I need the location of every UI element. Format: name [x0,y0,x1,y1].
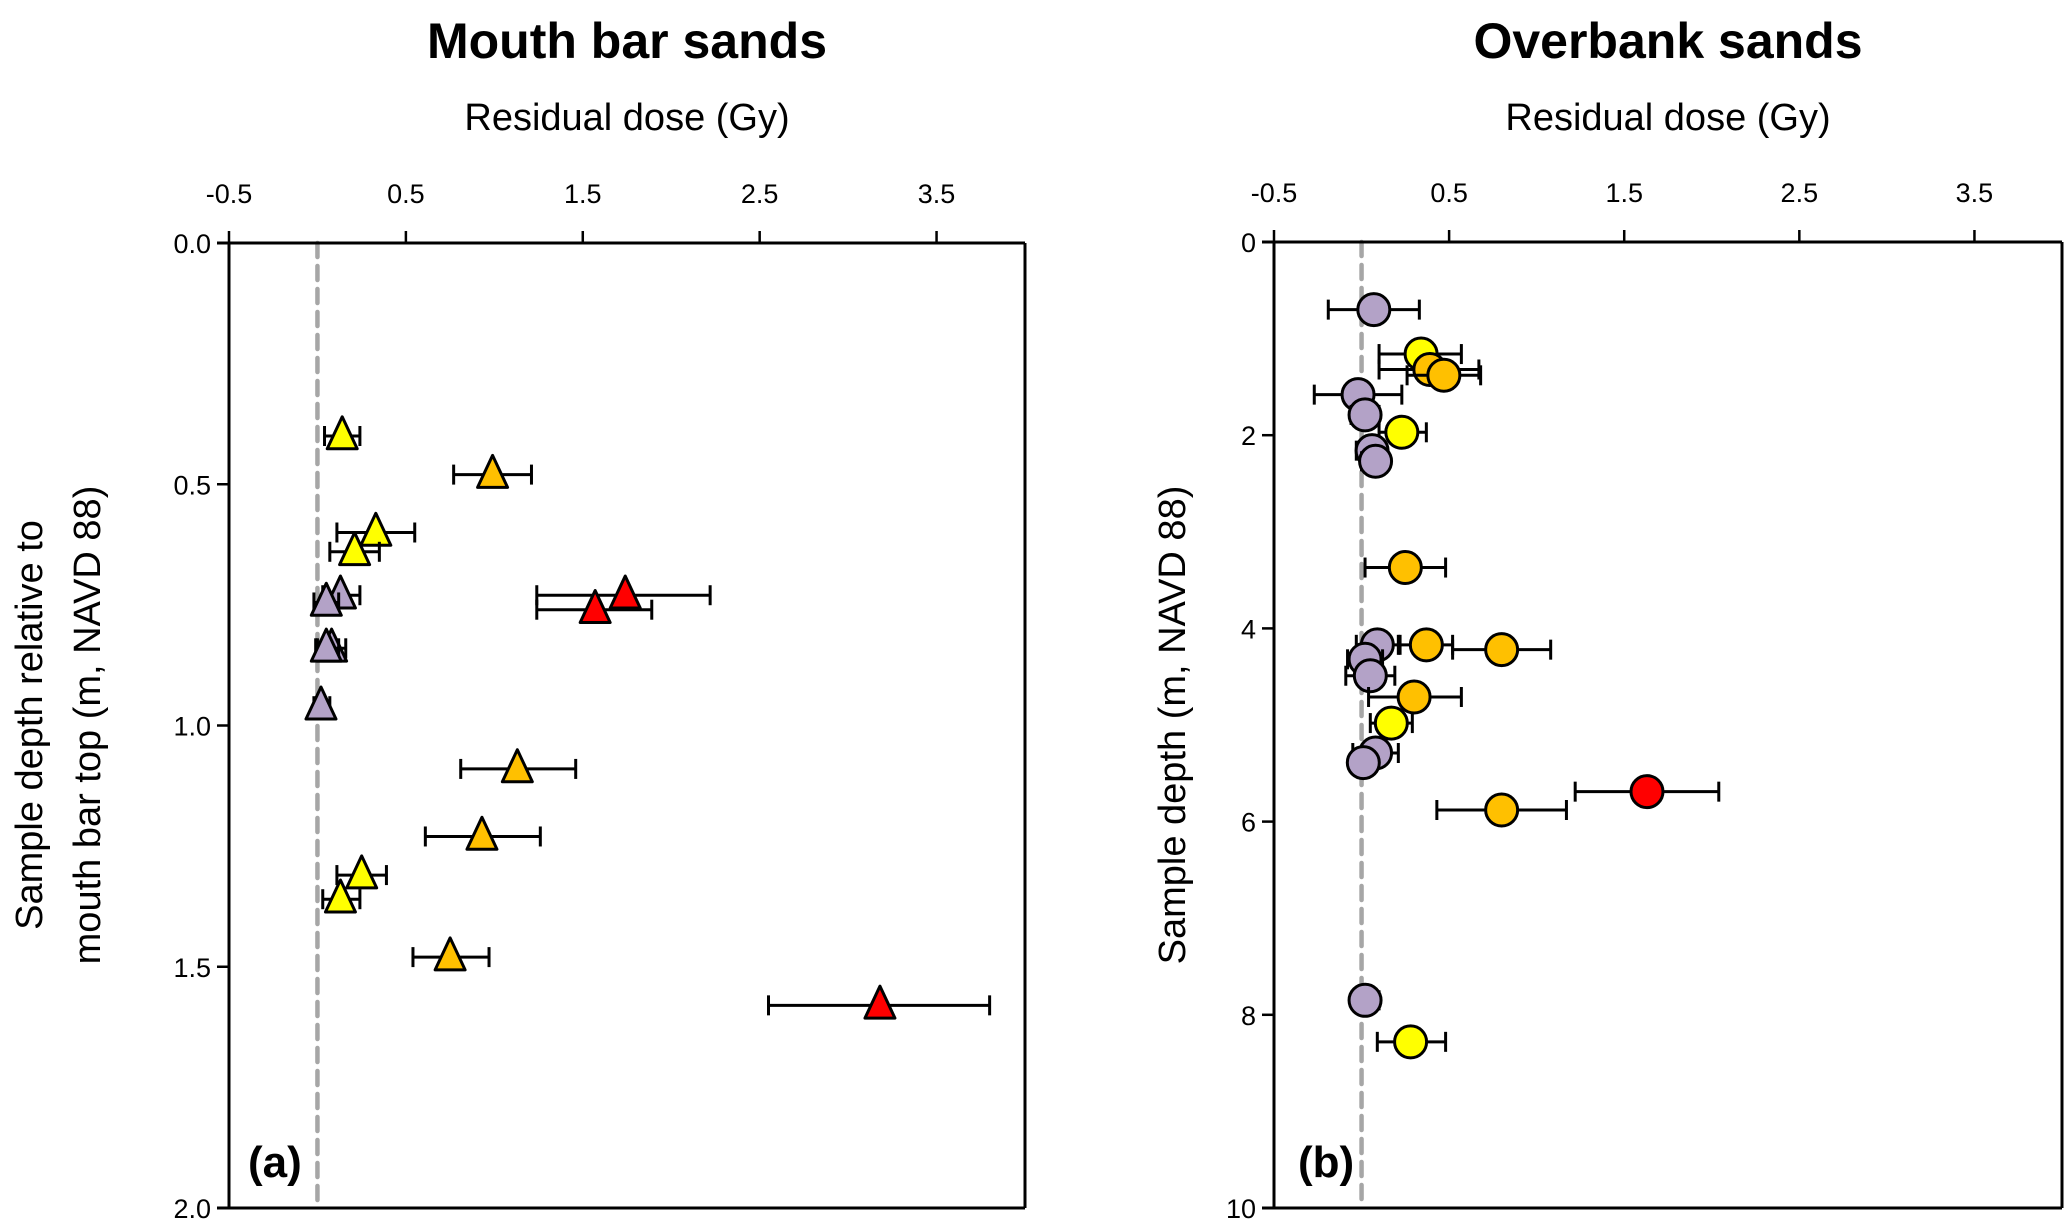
y-tick-label: 10 [1226,1194,1256,1224]
y-tick-label: 0.0 [173,229,211,259]
y-tick-label: 1.0 [173,712,211,742]
triangle-marker [608,574,642,610]
triangle-marker [345,854,379,890]
data-point [321,878,362,914]
triangle-marker [323,878,357,914]
panel-a-mouth-bar: Mouth bar sands Residual dose (Gy) Sampl… [9,13,1027,1224]
x-tick-label: -0.5 [1251,178,1298,208]
triangle-marker [309,581,343,617]
circle-marker [1347,982,1383,1018]
data-point [1398,627,1455,663]
y-tick-label: 2.0 [173,1194,211,1224]
circle-marker [1484,632,1520,668]
circle-marker [1345,745,1381,781]
data-point [1377,414,1428,450]
circle-marker [1629,774,1665,810]
panel-label: (b) [1298,1138,1354,1187]
y-tick-label: 4 [1241,614,1256,644]
triangle-marker [465,815,499,851]
data-point [328,531,381,567]
data-point [1358,443,1394,479]
x-tick-label: 1.5 [564,179,602,209]
x-tick-label: 1.5 [1605,178,1643,208]
data-point [767,984,992,1020]
data-point [1451,632,1553,668]
circle-marker [1384,414,1420,450]
y-tick-label: 8 [1241,1001,1256,1031]
triangle-marker [338,531,372,567]
circle-marker [1352,658,1388,694]
panel-label: (a) [248,1138,302,1187]
data-point [452,453,533,489]
circle-marker [1396,679,1432,715]
data-point [1435,792,1568,828]
circle-marker [1408,627,1444,663]
panel-b-overbank: Overbank sands Residual dose (Gy) Sample… [1152,13,2064,1224]
circle-marker [1484,792,1520,828]
y-axis-label: Sample depth (m, NAVD 88) [1152,486,1194,965]
triangle-marker [304,685,338,721]
data-point [1367,679,1463,715]
data-point [535,589,654,624]
circle-marker [1387,550,1423,586]
data-point [309,581,343,617]
triangle-marker [325,415,359,451]
data-point [309,627,343,663]
x-tick-label: 0.5 [387,179,425,209]
data-point [304,685,338,721]
chart-title: Mouth bar sands [427,13,827,69]
triangle-marker [476,453,510,489]
data-point [335,511,417,547]
data-point [1405,357,1483,393]
x-tick-label: 3.5 [1956,178,1994,208]
triangle-marker [433,936,467,972]
circle-marker [1393,1024,1429,1060]
data-point [335,854,388,890]
circle-marker [1426,357,1462,393]
triangle-marker [500,748,534,784]
triangle-marker [309,627,343,663]
data-point [423,815,542,851]
chart-title: Overbank sands [1473,13,1862,69]
y-tick-label: 0 [1241,228,1256,258]
data-point [1368,705,1414,741]
y-axis-label-line-1: Sample depth relative to [9,520,51,930]
x-tick-label: 2.5 [741,179,779,209]
y-tick-label: 2 [1241,421,1256,451]
y-tick-label: 6 [1241,808,1256,838]
x-tick-label: -0.5 [206,179,253,209]
data-point [535,574,712,610]
circle-marker [1373,705,1409,741]
data-point [1363,550,1448,586]
x-axis-label: Residual dose (Gy) [1505,97,1830,139]
data-point [1375,1024,1448,1060]
x-tick-label: 3.5 [918,179,956,209]
data-point [1573,774,1721,810]
triangle-marker [359,511,393,547]
circle-marker [1347,397,1383,433]
triangle-marker [578,589,612,624]
data-point [459,748,578,784]
data-point [411,936,491,972]
y-tick-label: 0.5 [173,470,211,500]
data-point [1344,658,1397,694]
data-point [1345,745,1381,781]
data-point [323,415,362,451]
data-point [1347,397,1383,433]
triangle-marker [863,984,897,1020]
x-tick-label: 2.5 [1781,178,1819,208]
x-tick-label: 0.5 [1430,178,1468,208]
y-axis-label-line-2: mouth bar top (m, NAVD 88) [67,486,109,965]
y-tick-label: 1.5 [173,953,211,983]
circle-marker [1358,443,1394,479]
data-point [1326,292,1421,328]
circle-marker [1356,292,1392,328]
x-axis-label: Residual dose (Gy) [464,97,789,139]
data-point [1347,982,1383,1018]
